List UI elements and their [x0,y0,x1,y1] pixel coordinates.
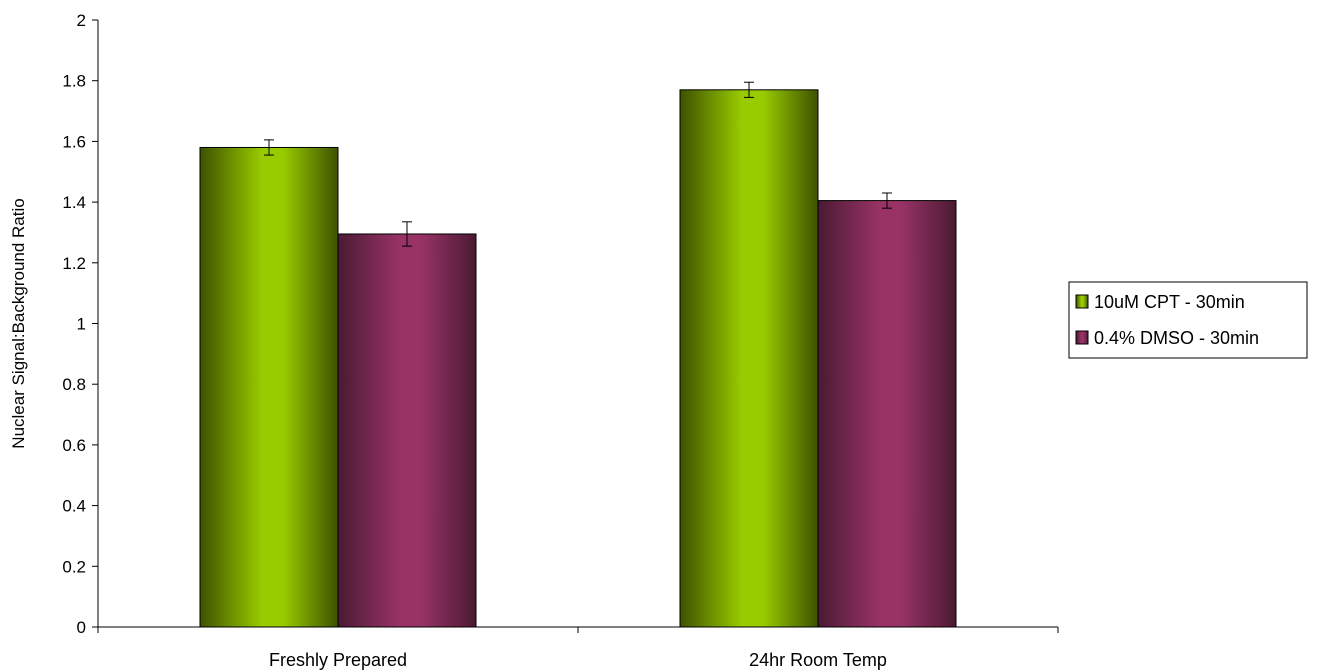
y-tick-label: 0.6 [62,436,86,455]
legend-item: 10uM CPT - 30min [1075,292,1245,312]
legend-label: 10uM CPT - 30min [1094,292,1245,312]
category-label: Freshly Prepared [269,650,407,670]
legend-box [1068,281,1308,359]
error-bar [264,139,274,156]
legend: 10uM CPT - 30min 0.4% DMSO - 30min [1068,281,1308,359]
bar-dmso [817,200,957,628]
category-label: 24hr Room Temp [749,650,887,670]
bar-cpt [199,146,339,628]
legend-swatch [1075,330,1089,345]
y-tick-label: 1.4 [62,193,86,212]
y-axis-title: Nuclear Signal:Background Ratio [9,198,28,448]
x-ticks-layer: Freshly Prepared 24hr Room Temp [97,627,1059,670]
legend-label: 0.4% DMSO - 30min [1094,328,1259,348]
y-tick-label: 0.2 [62,557,86,576]
y-tick-label: 1.6 [62,132,86,151]
y-tick-label: 1.8 [62,72,86,91]
y-tick-label: 0.4 [62,497,86,516]
y-tick-label: 0 [77,618,86,637]
bar-dmso [337,233,477,628]
bars-layer [199,89,957,628]
y-tick-label: 1.2 [62,254,86,273]
error-bar [744,81,754,98]
bar-cpt [679,89,819,628]
error-bar [402,221,412,247]
legend-item: 0.4% DMSO - 30min [1075,328,1259,348]
legend-items: 10uM CPT - 30min 0.4% DMSO - 30min [1075,292,1259,348]
legend-swatch [1075,294,1089,309]
y-tick-label: 1 [77,315,86,334]
y-ticks-layer: 0 0.2 0.4 0.6 0.8 1 1.2 1.4 1.6 1.8 2 [62,11,98,637]
y-tick-label: 2 [77,11,86,30]
error-bars-layer [264,81,892,247]
y-tick-label: 0.8 [62,375,86,394]
error-bar [882,192,892,209]
